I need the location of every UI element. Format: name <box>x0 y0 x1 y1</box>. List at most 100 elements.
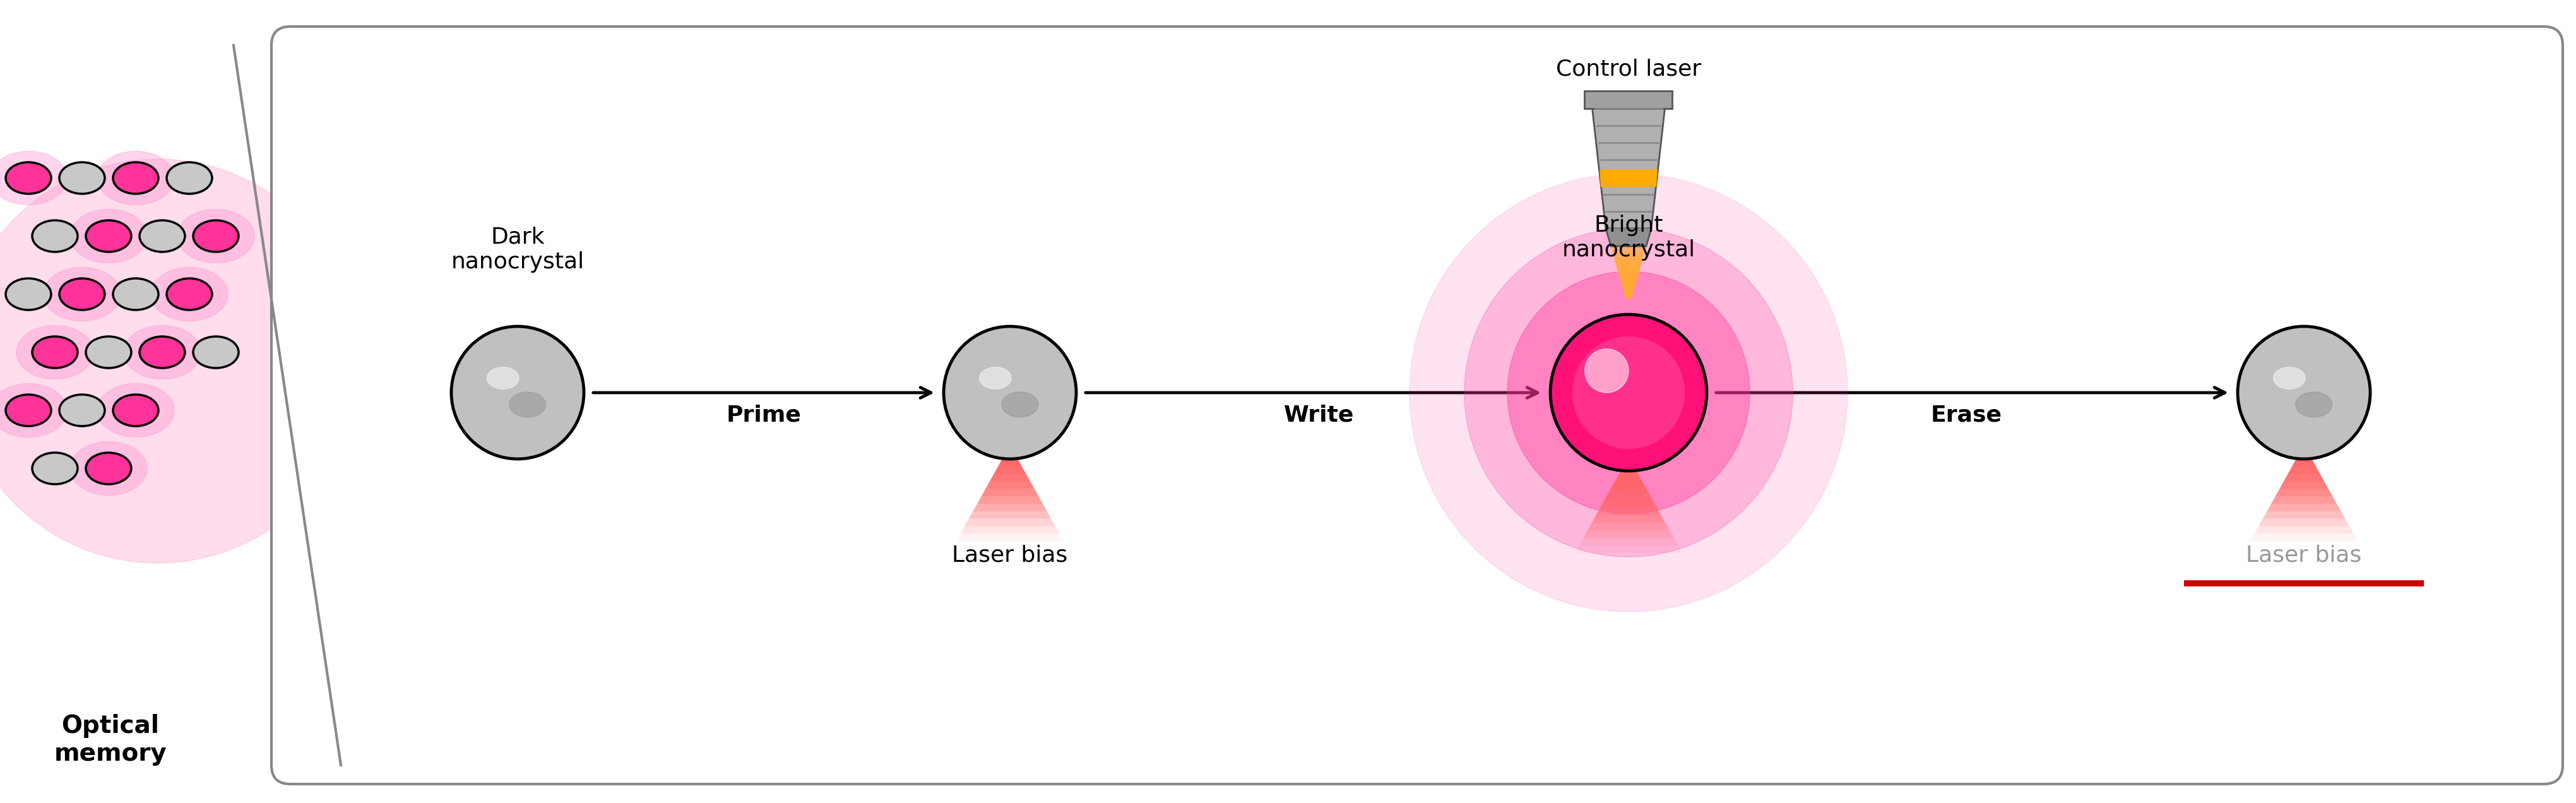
Ellipse shape <box>124 325 201 379</box>
Ellipse shape <box>487 367 518 389</box>
Text: Dark
nanocrystal: Dark nanocrystal <box>451 226 585 273</box>
Text: Laser bias: Laser bias <box>953 544 1069 565</box>
Polygon shape <box>981 459 1038 496</box>
Ellipse shape <box>2295 392 2331 418</box>
Polygon shape <box>1592 471 1667 523</box>
Ellipse shape <box>193 220 240 252</box>
Ellipse shape <box>5 162 52 194</box>
Ellipse shape <box>167 162 211 194</box>
Polygon shape <box>997 459 1023 467</box>
Polygon shape <box>2259 459 2349 526</box>
Polygon shape <box>2285 459 2324 481</box>
Circle shape <box>1584 349 1628 393</box>
Ellipse shape <box>113 162 160 194</box>
Ellipse shape <box>85 336 131 368</box>
Polygon shape <box>1623 285 1636 299</box>
Polygon shape <box>2267 459 2342 512</box>
Polygon shape <box>1600 471 1656 508</box>
Polygon shape <box>989 459 1030 481</box>
Polygon shape <box>2280 459 2329 489</box>
Ellipse shape <box>98 384 175 437</box>
Circle shape <box>2239 326 2370 459</box>
Polygon shape <box>1605 471 1654 501</box>
Ellipse shape <box>15 325 93 379</box>
Polygon shape <box>1587 471 1669 531</box>
Ellipse shape <box>85 453 131 484</box>
Ellipse shape <box>85 220 131 252</box>
Ellipse shape <box>31 220 77 252</box>
Ellipse shape <box>98 151 175 205</box>
Polygon shape <box>1623 292 1633 299</box>
Ellipse shape <box>139 336 185 368</box>
Ellipse shape <box>113 279 160 310</box>
Polygon shape <box>2275 459 2331 496</box>
Ellipse shape <box>167 279 211 310</box>
Circle shape <box>1409 173 1847 612</box>
Ellipse shape <box>59 162 106 194</box>
Text: Bright
nanocrystal: Bright nanocrystal <box>1561 214 1695 261</box>
Polygon shape <box>2287 459 2321 474</box>
Polygon shape <box>2272 459 2336 503</box>
Ellipse shape <box>139 220 185 252</box>
Polygon shape <box>961 459 1059 533</box>
Text: Laser bias: Laser bias <box>2246 544 2362 565</box>
Ellipse shape <box>0 151 67 205</box>
Polygon shape <box>1618 471 1641 479</box>
Circle shape <box>943 326 1077 459</box>
Ellipse shape <box>5 279 52 310</box>
Polygon shape <box>963 459 1056 526</box>
Circle shape <box>1551 315 1708 471</box>
Polygon shape <box>976 459 1043 503</box>
Polygon shape <box>1607 471 1649 493</box>
Ellipse shape <box>510 392 546 418</box>
Ellipse shape <box>193 336 240 368</box>
Polygon shape <box>994 459 1025 474</box>
Text: Erase: Erase <box>1929 404 2002 426</box>
FancyBboxPatch shape <box>270 26 2563 784</box>
Polygon shape <box>974 459 1046 512</box>
Polygon shape <box>1615 265 1641 299</box>
Circle shape <box>451 326 585 459</box>
Ellipse shape <box>31 336 77 368</box>
Polygon shape <box>1613 471 1643 486</box>
Polygon shape <box>2293 459 2316 467</box>
Ellipse shape <box>178 210 255 263</box>
Ellipse shape <box>979 367 1012 389</box>
Ellipse shape <box>70 210 147 263</box>
Polygon shape <box>1574 471 1682 553</box>
Text: Prime: Prime <box>726 404 801 426</box>
Polygon shape <box>1579 471 1677 545</box>
Polygon shape <box>2254 459 2354 533</box>
Polygon shape <box>1607 238 1649 299</box>
Polygon shape <box>2262 459 2344 519</box>
Polygon shape <box>1620 279 1636 299</box>
Polygon shape <box>1610 245 1646 299</box>
Polygon shape <box>1584 91 1672 108</box>
Ellipse shape <box>0 384 67 437</box>
Ellipse shape <box>59 279 106 310</box>
Ellipse shape <box>152 267 229 321</box>
Text: Control laser: Control laser <box>1556 59 1700 80</box>
Ellipse shape <box>70 442 147 495</box>
Circle shape <box>1507 271 1749 514</box>
Polygon shape <box>956 459 1064 541</box>
Ellipse shape <box>2275 367 2306 389</box>
Circle shape <box>1463 228 1793 557</box>
Polygon shape <box>1605 229 1651 247</box>
Polygon shape <box>1615 259 1643 299</box>
Ellipse shape <box>44 267 121 321</box>
Circle shape <box>0 159 361 563</box>
Ellipse shape <box>5 394 52 426</box>
Ellipse shape <box>59 394 106 426</box>
Text: Optical
memory: Optical memory <box>54 714 167 766</box>
Polygon shape <box>2251 459 2357 541</box>
Polygon shape <box>1597 471 1662 516</box>
Polygon shape <box>1613 251 1646 299</box>
Circle shape <box>1571 336 1685 449</box>
Polygon shape <box>1592 108 1664 229</box>
Ellipse shape <box>1002 392 1038 418</box>
Polygon shape <box>1600 169 1656 187</box>
Text: Write: Write <box>1283 404 1355 426</box>
Polygon shape <box>1584 471 1674 538</box>
Ellipse shape <box>31 453 77 484</box>
